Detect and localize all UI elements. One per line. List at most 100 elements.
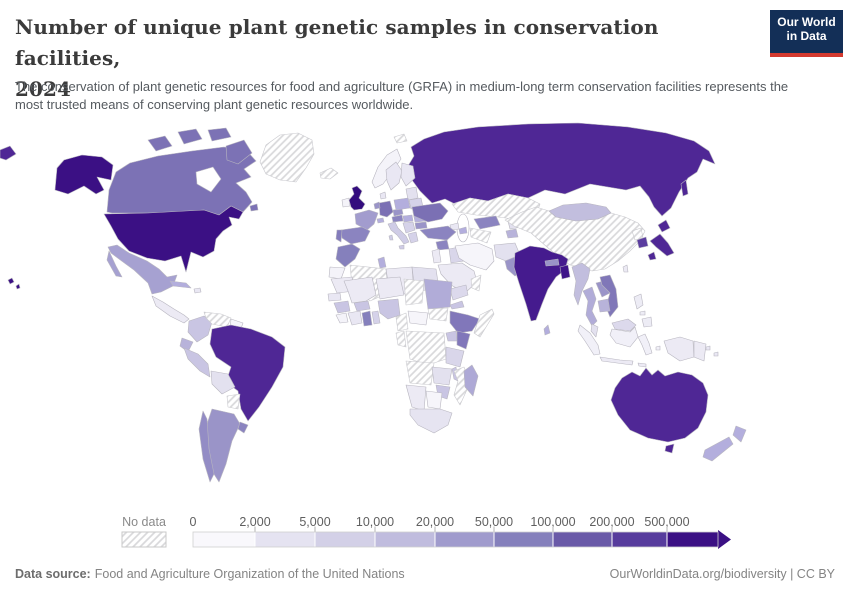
legend-bin-3[interactable] <box>315 532 375 547</box>
country-japan-kyushu[interactable] <box>647 251 657 261</box>
country-svalbard[interactable] <box>393 133 408 144</box>
country-italy-sardinia[interactable] <box>388 234 394 241</box>
country-thailand[interactable] <box>582 286 598 327</box>
country-russia-chukotka[interactable] <box>0 145 17 161</box>
country-italy-sicily[interactable] <box>398 244 405 250</box>
country-austria[interactable] <box>391 214 404 223</box>
country-nepal[interactable] <box>544 258 560 267</box>
legend-no-data-swatch[interactable] <box>121 531 167 548</box>
country-south-sudan[interactable] <box>427 307 449 322</box>
country-switzerland[interactable] <box>376 217 385 224</box>
country-greece[interactable] <box>407 231 419 244</box>
country-turkey[interactable] <box>419 225 457 241</box>
country-tanzania[interactable] <box>445 346 465 368</box>
footer-link[interactable]: OurWorldinData.org/biodiversity | CC BY <box>609 567 835 581</box>
country-paraguay[interactable] <box>226 393 241 410</box>
country-malaysia[interactable] <box>590 323 599 338</box>
country-kenya[interactable] <box>456 330 471 350</box>
country-usa-alaska[interactable] <box>54 154 114 195</box>
country-uzbekistan[interactable] <box>473 215 501 230</box>
country-canada-arctic-1[interactable] <box>147 135 173 152</box>
legend-bin-2[interactable] <box>255 532 315 547</box>
country-uganda[interactable] <box>445 330 458 342</box>
country-burkina-faso[interactable] <box>353 300 371 312</box>
country-somalia[interactable] <box>473 308 495 338</box>
country-indonesia-papua[interactable] <box>663 336 695 362</box>
country-bolivia[interactable] <box>210 370 236 395</box>
country-ukraine[interactable] <box>411 202 449 223</box>
region-balkans[interactable] <box>402 221 416 234</box>
country-sudan[interactable] <box>423 278 453 310</box>
legend-bin-6[interactable] <box>494 532 553 547</box>
country-canada-newfoundland[interactable] <box>249 203 259 212</box>
legend-no-data[interactable]: No data <box>118 511 170 551</box>
region-pacific-islands[interactable] <box>705 345 711 351</box>
country-new-zealand-north[interactable] <box>732 425 747 443</box>
country-indonesia-maluku[interactable] <box>655 345 661 351</box>
country-drc[interactable] <box>405 330 447 366</box>
country-chile[interactable] <box>198 410 215 483</box>
country-japan-hokkaido[interactable] <box>657 219 671 233</box>
country-italy[interactable] <box>387 221 410 245</box>
country-indonesia-sunda[interactable] <box>637 362 647 368</box>
legend-bin-1[interactable] <box>193 532 255 547</box>
country-denmark[interactable] <box>379 191 387 200</box>
country-russia-sakhalin[interactable] <box>680 179 689 197</box>
country-senegal[interactable] <box>327 292 342 302</box>
country-niger[interactable] <box>375 276 405 300</box>
country-ireland[interactable] <box>341 197 351 208</box>
country-japan-honshu[interactable] <box>649 233 675 257</box>
country-morocco[interactable] <box>335 243 361 268</box>
country-tunisia[interactable] <box>377 256 387 269</box>
country-usa-hawaii-2[interactable] <box>15 283 21 290</box>
country-australia-tasmania[interactable] <box>664 443 675 454</box>
country-sweden[interactable] <box>385 161 403 191</box>
country-portugal[interactable] <box>335 229 343 243</box>
country-sierra-leone[interactable] <box>335 312 349 324</box>
country-eritrea[interactable] <box>449 300 465 310</box>
country-namibia[interactable] <box>405 384 427 412</box>
country-france[interactable] <box>354 209 379 231</box>
country-indonesia-sulawesi[interactable] <box>637 333 653 356</box>
country-papua-new-guinea[interactable] <box>693 340 707 362</box>
country-russia[interactable] <box>407 122 716 217</box>
country-uk[interactable] <box>348 185 366 211</box>
region-levant[interactable] <box>431 248 442 264</box>
country-taiwan[interactable] <box>622 264 629 273</box>
country-cameroon[interactable] <box>395 312 409 332</box>
country-syria[interactable] <box>435 239 450 251</box>
country-oman[interactable] <box>470 274 482 292</box>
country-mexico-baja[interactable] <box>106 250 123 278</box>
country-spain[interactable] <box>340 226 371 245</box>
country-myanmar[interactable] <box>571 262 591 306</box>
country-peru[interactable] <box>183 347 211 378</box>
country-indonesia-kalimantan[interactable] <box>609 326 639 348</box>
country-congo[interactable] <box>395 330 407 348</box>
country-poland[interactable] <box>393 197 411 211</box>
country-canada-arctic-3[interactable] <box>207 127 232 142</box>
country-brazil[interactable] <box>209 324 286 422</box>
country-ivory-coast[interactable] <box>347 310 363 326</box>
owid-logo[interactable]: Our World in Data <box>770 10 843 57</box>
country-philippines-mindanao[interactable] <box>641 316 653 328</box>
region-togo-benin[interactable] <box>371 310 381 325</box>
legend-bin-8[interactable] <box>612 532 667 547</box>
country-central-african-republic[interactable] <box>407 310 429 326</box>
country-philippines-luzon[interactable] <box>633 293 644 310</box>
country-yemen[interactable] <box>449 284 469 301</box>
country-germany[interactable] <box>378 200 394 218</box>
country-cuba[interactable] <box>169 280 192 289</box>
country-vietnam[interactable] <box>599 274 619 318</box>
country-australia[interactable] <box>610 367 709 443</box>
country-indonesia-java[interactable] <box>599 356 634 366</box>
country-cambodia[interactable] <box>597 298 611 313</box>
country-saudi-arabia[interactable] <box>437 262 478 294</box>
country-south-korea[interactable] <box>636 236 649 249</box>
country-iceland[interactable] <box>319 167 339 180</box>
country-botswana[interactable] <box>425 390 443 410</box>
legend-bin-9[interactable] <box>667 532 718 547</box>
country-bangladesh[interactable] <box>559 264 571 280</box>
country-hispaniola[interactable] <box>193 287 202 294</box>
country-bulgaria[interactable] <box>414 221 428 230</box>
country-guinea[interactable] <box>333 300 351 314</box>
